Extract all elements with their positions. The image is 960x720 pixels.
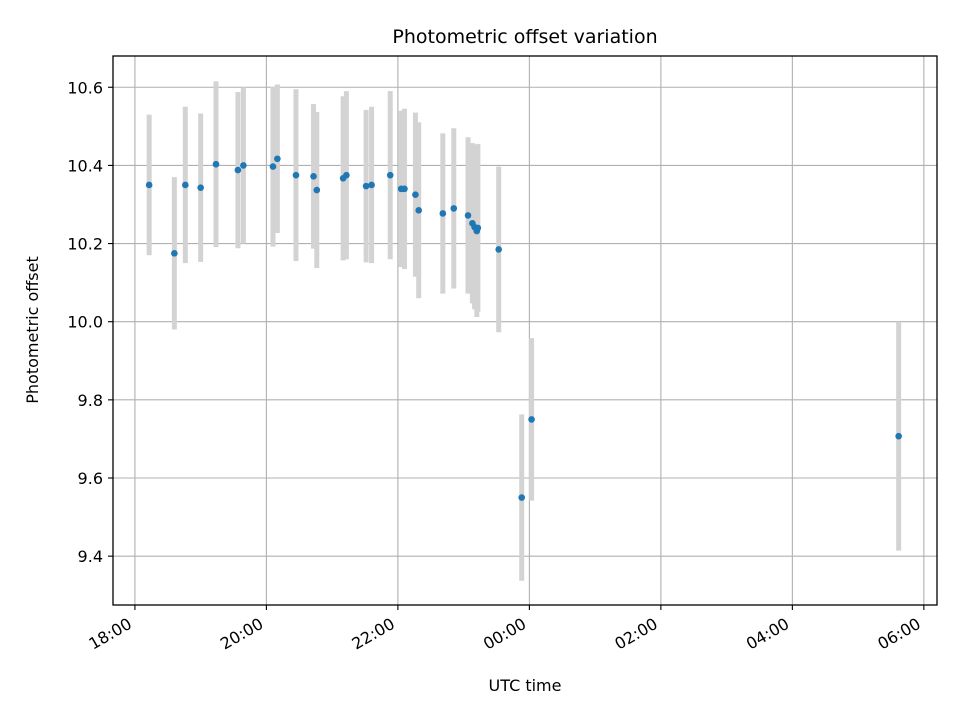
grid	[113, 56, 937, 605]
data-point	[145, 181, 153, 189]
data-point	[212, 160, 220, 168]
y-tick-label: 10.4	[67, 156, 103, 175]
data-point	[310, 173, 317, 180]
data-point	[368, 181, 375, 189]
data-point	[474, 224, 482, 232]
data-point	[274, 155, 281, 163]
chart-title: Photometric offset variation	[392, 26, 657, 48]
data-point	[234, 166, 242, 174]
data-point	[401, 185, 408, 193]
data-point	[495, 246, 503, 253]
data-point	[412, 191, 419, 199]
data-point	[343, 171, 350, 179]
data-point	[292, 171, 300, 179]
y-tick-label: 9.8	[78, 391, 103, 410]
y-tick-label: 10.2	[67, 235, 103, 254]
data-point	[895, 432, 902, 440]
y-axis-label: Photometric offset	[23, 256, 42, 404]
data-point	[464, 212, 472, 219]
data-point	[439, 210, 447, 217]
data-point	[362, 182, 370, 190]
data-point	[386, 171, 394, 179]
data-point	[171, 250, 178, 257]
y-tick-label: 9.6	[78, 469, 103, 488]
y-tick-label: 9.4	[78, 547, 103, 566]
data-point	[518, 494, 526, 501]
y-tick-label: 10.6	[67, 78, 103, 97]
data-point	[313, 186, 321, 194]
data-points	[145, 155, 902, 501]
data-point	[197, 184, 204, 191]
y-tick-label: 10.0	[67, 313, 103, 332]
data-point	[450, 205, 458, 212]
plot-frame	[112, 55, 938, 606]
data-point	[269, 163, 277, 170]
x-axis-label: UTC time	[489, 676, 562, 695]
y-axis-ticks: 9.4 9.6 9.8 10.0 10.2 10.4 10.6	[67, 78, 113, 566]
data-point	[182, 181, 189, 189]
data-point	[240, 162, 247, 169]
data-point	[415, 207, 423, 214]
data-point	[528, 416, 535, 423]
